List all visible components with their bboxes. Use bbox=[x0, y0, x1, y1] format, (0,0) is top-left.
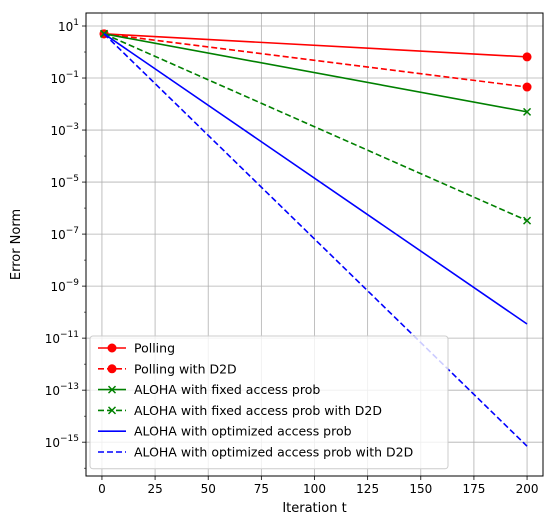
series-line bbox=[103, 33, 528, 113]
y-tick-label: 10−7 bbox=[50, 226, 79, 242]
legend-box bbox=[89, 335, 449, 470]
legend-item: ALOHA with optimized access prob with D2… bbox=[98, 445, 413, 460]
axis-ticks: 0 25 50 75 100 125 150 175 200 101 10−1 10−3 10−5 10−… bbox=[45, 18, 539, 496]
legend-label: ALOHA with optimized access prob bbox=[134, 424, 352, 439]
series-lines bbox=[99, 29, 532, 447]
x-axis-label: Iteration t bbox=[282, 501, 346, 516]
x-tick-label: 75 bbox=[254, 482, 269, 496]
y-tick-label: 10−13 bbox=[45, 382, 79, 398]
x-tick-label: 125 bbox=[356, 482, 379, 496]
legend-label: Polling with D2D bbox=[134, 361, 237, 376]
legend-marker bbox=[107, 406, 117, 415]
x-tick-label: 200 bbox=[516, 482, 539, 496]
legend-marker bbox=[107, 343, 117, 353]
x-tick-label: 50 bbox=[201, 482, 216, 496]
data-point bbox=[522, 82, 532, 92]
data-point bbox=[522, 52, 532, 62]
x-tick-label: 0 bbox=[98, 482, 106, 496]
y-tick-label: 101 bbox=[58, 18, 79, 34]
data-point bbox=[523, 107, 532, 116]
series-line bbox=[103, 33, 528, 88]
series-line bbox=[104, 33, 528, 58]
legend-label: ALOHA with optimized access prob with D2… bbox=[134, 445, 413, 460]
y-tick-label: 10−5 bbox=[50, 174, 79, 190]
legend: Polling Polling with D2D ALOHA with fixed … bbox=[89, 335, 449, 470]
series-5 bbox=[103, 33, 528, 325]
y-tick-label: 10−11 bbox=[45, 330, 79, 346]
y-tick-label: 10−3 bbox=[50, 122, 79, 138]
legend-item: ALOHA with fixed access prob with D2D bbox=[98, 403, 382, 418]
y-tick-label: 10−15 bbox=[45, 434, 79, 450]
data-point bbox=[523, 216, 532, 225]
legend-item: Polling with D2D bbox=[98, 361, 237, 376]
x-tick-label: 100 bbox=[303, 482, 326, 496]
x-tick-label: 175 bbox=[462, 482, 485, 496]
y-axis-label: Error Norm bbox=[9, 209, 24, 280]
x-tick-label: 150 bbox=[409, 482, 432, 496]
legend-label: ALOHA with fixed access prob with D2D bbox=[134, 403, 382, 418]
legend-marker bbox=[107, 364, 117, 374]
y-tick-label: 10−9 bbox=[50, 278, 79, 294]
legend-marker bbox=[107, 385, 117, 394]
legend-item: ALOHA with optimized access prob bbox=[98, 424, 352, 439]
legend-item: Polling bbox=[98, 341, 175, 356]
legend-label: Polling bbox=[134, 341, 175, 356]
x-tick-label: 25 bbox=[147, 482, 162, 496]
series-line bbox=[103, 33, 528, 222]
legend-item: ALOHA with fixed access prob bbox=[98, 382, 320, 397]
legend-label: ALOHA with fixed access prob bbox=[134, 382, 320, 397]
y-tick-label: 10−1 bbox=[50, 70, 79, 86]
series-line bbox=[103, 33, 528, 325]
